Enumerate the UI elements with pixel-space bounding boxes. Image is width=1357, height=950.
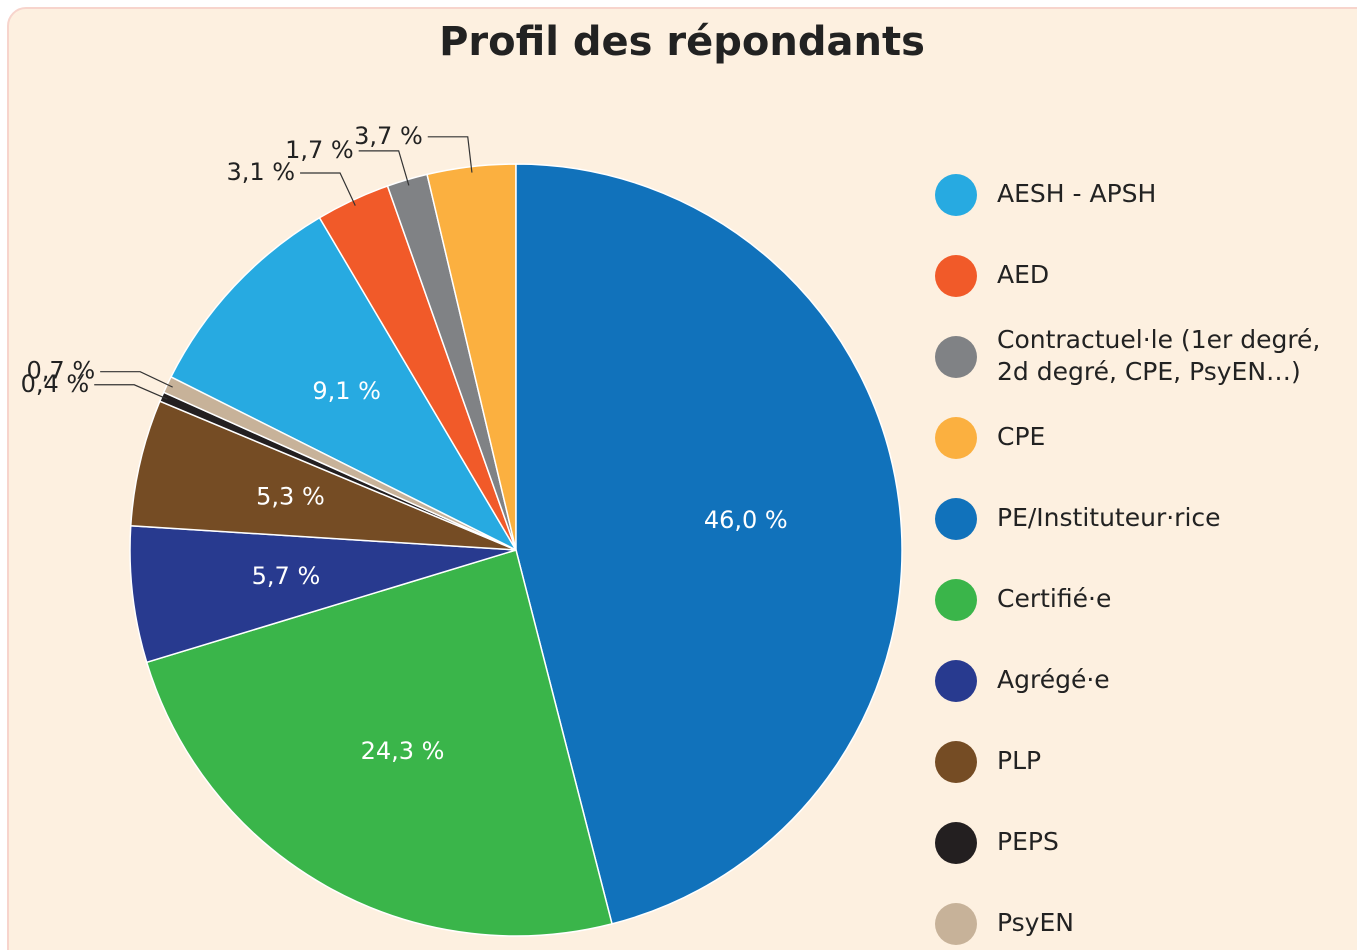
leader-line bbox=[100, 371, 173, 388]
leader-line bbox=[300, 172, 356, 206]
leader-line bbox=[427, 136, 473, 173]
legend-label: PEPS bbox=[997, 827, 1059, 856]
slice bbox=[129, 524, 517, 664]
slice bbox=[145, 549, 613, 937]
data-label: 5,7 % bbox=[252, 562, 321, 590]
legend-swatch bbox=[935, 741, 977, 783]
legend-label: PLP bbox=[997, 746, 1041, 775]
legend-label: PsyEN bbox=[997, 908, 1074, 937]
legend-swatch bbox=[935, 822, 977, 864]
legend-label: AESH - APSH bbox=[997, 179, 1156, 208]
legend-label: Certifié·e bbox=[997, 584, 1111, 613]
legend-label: PE/Instituteur·rice bbox=[997, 503, 1221, 532]
legend-label: Agrégé·e bbox=[997, 665, 1110, 694]
leader-line bbox=[94, 384, 168, 400]
chart-title: Profil des répondants bbox=[439, 19, 925, 65]
slice bbox=[515, 163, 903, 925]
legend-swatch bbox=[935, 660, 977, 702]
data-label: 0,7 % bbox=[27, 357, 96, 385]
data-label: 9,1 % bbox=[312, 377, 381, 405]
data-label: 3,1 % bbox=[226, 158, 295, 186]
data-label: 5,3 % bbox=[256, 482, 325, 510]
legend-swatch bbox=[935, 174, 977, 216]
legend-swatch bbox=[935, 417, 977, 459]
legend-swatch bbox=[935, 498, 977, 540]
data-label: 3,7 % bbox=[354, 122, 423, 150]
data-label: 24,3 % bbox=[361, 737, 445, 765]
legend-label: Contractuel·le (1er degré, 2d degré, CPE,… bbox=[997, 325, 1320, 386]
slice bbox=[169, 216, 518, 552]
legend-swatch bbox=[935, 336, 977, 378]
data-label: 0,4 % bbox=[21, 370, 90, 398]
leader-line bbox=[358, 150, 410, 186]
legend-swatch bbox=[935, 579, 977, 621]
legend-label: AED bbox=[997, 260, 1049, 289]
legend-swatch bbox=[935, 255, 977, 297]
data-label: 1,7 % bbox=[285, 136, 354, 164]
data-label: 46,0 % bbox=[704, 506, 788, 534]
legend-label: CPE bbox=[997, 422, 1045, 451]
legend-swatch bbox=[935, 903, 977, 945]
